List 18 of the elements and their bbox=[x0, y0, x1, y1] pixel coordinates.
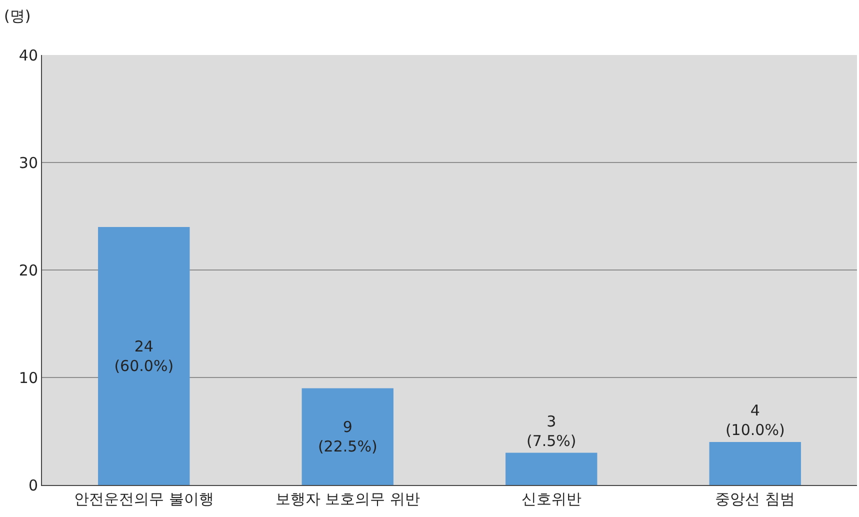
data-label: 3 (7.5%) bbox=[526, 412, 576, 450]
bar bbox=[302, 388, 394, 485]
bar bbox=[709, 442, 801, 485]
y-tick-label: 20 bbox=[18, 261, 38, 280]
data-label: 4 (10.0%) bbox=[725, 402, 785, 439]
data-label: 9 (22.5%) bbox=[318, 418, 378, 456]
x-tick-label: 안전운전의무 불이행 bbox=[74, 490, 214, 508]
x-tick-label: 신호위반 bbox=[521, 490, 582, 508]
y-tick-label: 10 bbox=[18, 368, 38, 387]
y-tick-label: 30 bbox=[18, 154, 38, 172]
x-tick-label: 중앙선 침범 bbox=[715, 490, 796, 508]
data-label: 24 (60.0%) bbox=[114, 337, 174, 375]
x-tick-label: 보행자 보호의무 위반 bbox=[275, 490, 420, 508]
y-tick-label: 40 bbox=[18, 46, 38, 64]
y-tick-label: 0 bbox=[28, 476, 38, 494]
bar bbox=[506, 452, 598, 485]
bar bbox=[98, 227, 190, 485]
y-axis-title: (명) bbox=[4, 7, 31, 25]
